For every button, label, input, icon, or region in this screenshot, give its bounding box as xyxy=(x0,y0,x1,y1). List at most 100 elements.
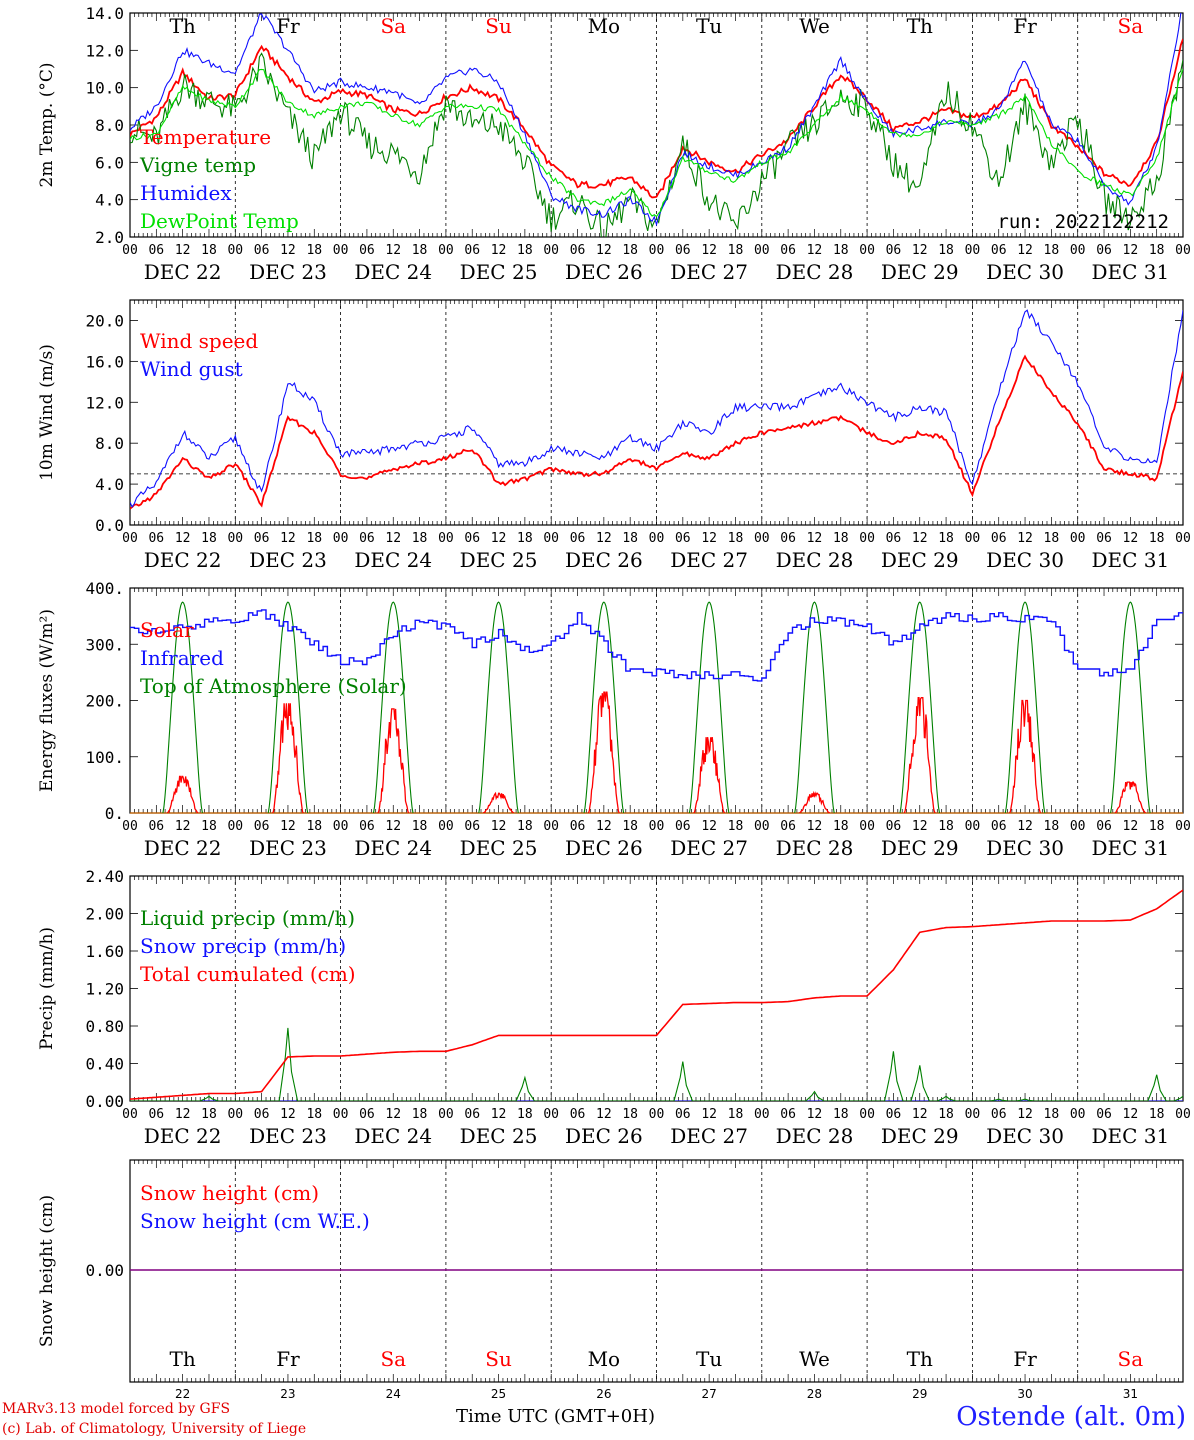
hour-tick-label: 00 xyxy=(1070,1107,1086,1122)
hour-tick-label: 06 xyxy=(780,243,796,258)
y-tick-label: 1.60 xyxy=(85,942,124,961)
hour-tick-label: 12 xyxy=(491,1107,507,1122)
hour-tick-label: 06 xyxy=(675,531,691,546)
y-tick-label: 100. xyxy=(85,748,124,767)
hour-tick-label: 12 xyxy=(807,531,823,546)
hour-tick-label: 12 xyxy=(491,531,507,546)
hour-tick-label: 06 xyxy=(570,819,586,834)
hour-tick-label: 12 xyxy=(1123,819,1139,834)
series-line-humidex xyxy=(130,13,1182,227)
hour-tick-label: 00 xyxy=(754,819,770,834)
hour-tick-label: 06 xyxy=(464,1107,480,1122)
hour-tick-label: 18 xyxy=(306,819,322,834)
date-label: DEC 25 xyxy=(460,548,538,572)
day-name-label: Fr xyxy=(276,1347,300,1371)
hour-tick-label: 06 xyxy=(254,819,270,834)
y-axis-2: 0.0 4.0 8.0 12.0 16.0 20.0 10m Wind (m/s) xyxy=(37,311,1183,535)
day-name-label: Su xyxy=(485,14,512,38)
hour-tick-label: 18 xyxy=(1044,243,1060,258)
hour-tick-label: 12 xyxy=(701,1107,717,1122)
day-number-label: 30 xyxy=(1017,1387,1032,1401)
hour-tick-label: 06 xyxy=(464,819,480,834)
hour-tick-label: 12 xyxy=(807,819,823,834)
y-tick-label: 0.00 xyxy=(85,1261,124,1280)
hour-tick-label: 00 xyxy=(859,243,875,258)
hour-tick-label: 18 xyxy=(1044,1107,1060,1122)
day-name-label: Fr xyxy=(1013,14,1037,38)
hour-tick-label: 18 xyxy=(938,243,954,258)
day-name-label: Mo xyxy=(588,14,621,38)
station-label: Ostende (alt. 0m) xyxy=(956,1402,1186,1432)
day-number-label: 25 xyxy=(491,1387,506,1401)
hour-tick-label: 00 xyxy=(543,819,559,834)
y-tick-label: 10.0 xyxy=(85,79,124,98)
hour-tick-label: 00 xyxy=(859,531,875,546)
hour-tick-label: 18 xyxy=(517,243,533,258)
hour-tick-label: 18 xyxy=(201,1107,217,1122)
hour-tick-label: 12 xyxy=(807,243,823,258)
hour-tick-label: 18 xyxy=(517,1107,533,1122)
hour-tick-label: 06 xyxy=(1096,819,1112,834)
hour-tick-label: 12 xyxy=(491,243,507,258)
series-line-wind-gust xyxy=(130,309,1183,509)
x-axis-labels: 00 06 12 18 DEC 22 00 06 12 18 DEC 23 00 06 12 18 DEC … xyxy=(122,243,1191,284)
hour-tick-label: 00 xyxy=(1070,243,1086,258)
hour-tick-label: 18 xyxy=(1149,531,1165,546)
hour-tick-label: 06 xyxy=(570,1107,586,1122)
date-label: DEC 28 xyxy=(776,260,854,284)
hour-tick-label: 12 xyxy=(701,531,717,546)
y-tick-label: 2.0 xyxy=(95,228,124,247)
hour-tick-label: 00 xyxy=(965,1107,981,1122)
hour-tick-label: 00 xyxy=(543,1107,559,1122)
y-axis-4: 0.00 0.40 0.80 1.20 1.60 2.00 2.40 Precip (mm/h… xyxy=(37,867,1183,1111)
hour-tick-label: 18 xyxy=(412,243,428,258)
hour-tick-label: 06 xyxy=(464,243,480,258)
hour-tick-label: 12 xyxy=(175,819,191,834)
hour-tick-label: 00 xyxy=(965,531,981,546)
day-number-label: 22 xyxy=(175,1387,190,1401)
date-label: DEC 22 xyxy=(144,1124,222,1148)
y-tick-label: 12.0 xyxy=(85,393,124,412)
y-tick-label: 8.0 xyxy=(95,434,124,453)
legend-entry: Wind speed xyxy=(140,329,258,353)
hour-tick-label: 00 xyxy=(227,531,243,546)
y-axis-5: 0.00 Snow height (cm) xyxy=(37,1195,138,1347)
date-label: DEC 27 xyxy=(670,260,748,284)
hour-tick-label: 00 xyxy=(227,1107,243,1122)
y-tick-label: 0. xyxy=(105,804,124,823)
day-name-label: Mo xyxy=(588,1347,621,1371)
hour-tick-label: 00 xyxy=(122,1107,138,1122)
y-tick-label: 8.0 xyxy=(95,116,124,135)
hour-tick-label: 18 xyxy=(306,531,322,546)
date-label: DEC 26 xyxy=(565,260,643,284)
hour-tick-label: 06 xyxy=(148,531,164,546)
date-label: DEC 23 xyxy=(249,548,327,572)
hour-tick-label: 12 xyxy=(912,243,928,258)
hour-tick-label: 18 xyxy=(1149,243,1165,258)
legend-entry: Snow height (cm W.E.) xyxy=(140,1209,370,1233)
legend-entry: Top of Atmosphere (Solar) xyxy=(140,674,407,698)
hour-tick-label: 12 xyxy=(280,243,296,258)
hour-tick-label: 18 xyxy=(1044,531,1060,546)
y-tick-label: 300. xyxy=(85,635,124,654)
hour-tick-label: 06 xyxy=(148,1107,164,1122)
legend-entry: Snow precip (mm/h) xyxy=(140,934,346,958)
hour-tick-label: 00 xyxy=(1175,1107,1191,1122)
x-axis-labels: 00 06 12 18 DEC 22 00 06 12 18 DEC 23 00 06 12 18 DEC … xyxy=(122,1107,1191,1148)
hour-tick-label: 00 xyxy=(1070,819,1086,834)
hour-tick-label: 18 xyxy=(412,1107,428,1122)
date-label: DEC 29 xyxy=(881,260,959,284)
hour-tick-label: 18 xyxy=(833,243,849,258)
hour-tick-label: 18 xyxy=(201,531,217,546)
day-name-label: Th xyxy=(170,14,196,38)
hour-tick-label: 06 xyxy=(780,1107,796,1122)
hour-tick-label: 06 xyxy=(991,819,1007,834)
y-axis-title: Energy fluxes (W/m²) xyxy=(37,609,57,792)
hour-tick-label: 18 xyxy=(622,1107,638,1122)
hour-tick-label: 18 xyxy=(306,243,322,258)
date-label: DEC 25 xyxy=(460,260,538,284)
series-line-vigne-temp xyxy=(130,52,1183,237)
hour-tick-label: 06 xyxy=(991,1107,1007,1122)
hour-tick-label: 12 xyxy=(385,243,401,258)
hour-tick-label: 18 xyxy=(938,1107,954,1122)
